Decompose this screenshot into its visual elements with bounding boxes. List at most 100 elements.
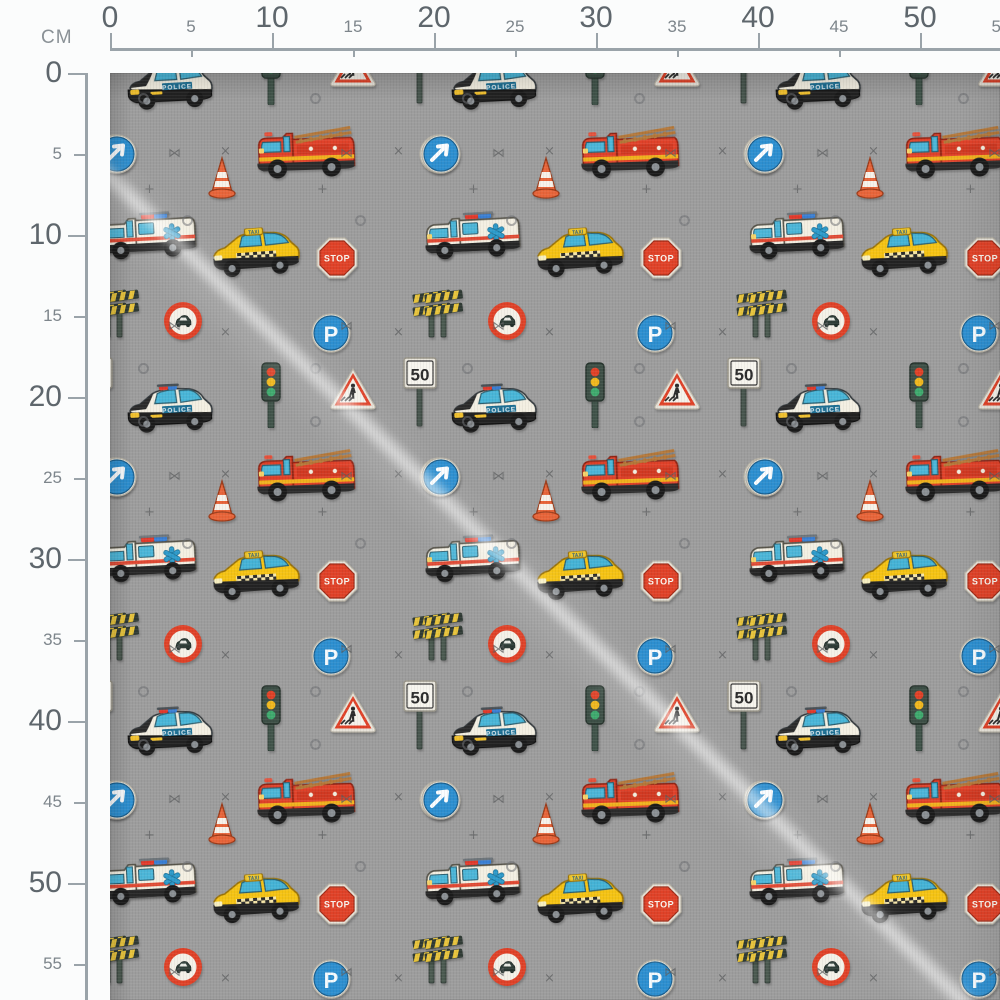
- motif-stop-sign: STOP: [963, 236, 1000, 280]
- motif-fire-truck: [900, 444, 1000, 506]
- filler-mark: +: [468, 505, 479, 520]
- motif-police-car: POLICE: [119, 705, 217, 758]
- horizontal-ruler-axis: [110, 48, 1000, 51]
- motif-pedestrian-crossing-sign: [328, 366, 378, 412]
- filler-mark: ⋈: [340, 792, 353, 807]
- svg-text:50: 50: [735, 689, 754, 708]
- filler-dot: [786, 93, 797, 104]
- ruler-tick-minor: [515, 48, 517, 57]
- filler-mark: ×: [868, 467, 879, 482]
- filler-dot: [138, 686, 149, 697]
- motif-road-barrier: [746, 611, 790, 661]
- motif-police-car: POLICE: [767, 705, 865, 758]
- filler-mark: +: [144, 828, 155, 843]
- filler-mark: ×: [868, 648, 879, 663]
- pattern-tile: POLICE 50: [745, 362, 1000, 719]
- motif-stop-sign: STOP: [963, 882, 1000, 926]
- motif-speed-limit-sign: 50: [402, 73, 438, 105]
- filler-mark: ⋈: [492, 792, 505, 807]
- filler-mark: ⋈: [988, 469, 1000, 484]
- motif-road-barrier: [746, 934, 790, 984]
- motif-traffic-light: [258, 362, 284, 428]
- motif-stop-sign: STOP: [639, 236, 683, 280]
- filler-mark: +: [965, 505, 976, 520]
- filler-dot: [138, 93, 149, 104]
- filler-mark: ⋈: [664, 319, 677, 334]
- filler-mark: ×: [393, 971, 404, 986]
- filler-mark: +: [792, 828, 803, 843]
- filler-dot: [634, 739, 645, 750]
- ruler-tick-major: [596, 33, 598, 50]
- pattern-tile: POLICE 50: [421, 357, 845, 719]
- filler-dot: [462, 363, 473, 374]
- filler-mark: ×: [220, 971, 231, 986]
- motif-pedestrian-crossing-sign: [652, 366, 702, 412]
- motif-road-barrier: [110, 934, 142, 984]
- filler-mark: ×: [220, 467, 231, 482]
- filler-mark: ⋈: [664, 965, 677, 980]
- svg-text:TAXI: TAXI: [896, 229, 908, 236]
- svg-text:STOP: STOP: [972, 900, 998, 910]
- filler-dot: [462, 93, 473, 104]
- filler-mark: ⋈: [816, 146, 829, 161]
- motif-taxi-car: TAXI: [852, 871, 951, 926]
- ruler-tick-major: [110, 33, 112, 50]
- filler-mark: ⋈: [988, 642, 1000, 657]
- motif-traffic-light: [906, 685, 932, 751]
- motif-speed-limit-sign: 50: [402, 679, 438, 751]
- pattern-tile: POLICE 50: [745, 73, 1000, 396]
- filler-dot: [310, 93, 321, 104]
- ruler-label-minor: 15: [43, 306, 62, 325]
- ruler-label-major: 20: [417, 1, 451, 34]
- filler-mark: ⋈: [816, 319, 829, 334]
- ruler-tick-major: [68, 883, 85, 885]
- filler-dot: [958, 686, 969, 697]
- motif-stop-sign: STOP: [963, 559, 1000, 603]
- svg-text:STOP: STOP: [648, 254, 674, 264]
- motif-stop-sign: STOP: [639, 559, 683, 603]
- filler-dot: [830, 538, 841, 549]
- filler-dot: [634, 416, 645, 427]
- filler-mark: ×: [868, 971, 879, 986]
- motif-speed-limit-sign: 50: [726, 679, 762, 751]
- motif-traffic-light: [906, 362, 932, 428]
- motif-police-car: POLICE: [443, 73, 541, 111]
- ruler-label-minor: 35: [667, 17, 687, 36]
- motif-ambulance: [421, 851, 524, 908]
- filler-mark: +: [317, 505, 328, 520]
- motif-police-car: POLICE: [767, 73, 865, 111]
- filler-mark: ⋈: [816, 965, 829, 980]
- motif-police-car: POLICE: [443, 382, 541, 435]
- ruler-label-major: 40: [28, 704, 62, 737]
- filler-mark: +: [468, 828, 479, 843]
- filler-dot: [310, 686, 321, 697]
- motif-blue-arrow-sign: [744, 456, 786, 498]
- svg-text:STOP: STOP: [324, 900, 350, 910]
- ruler-label-minor: 25: [43, 468, 62, 487]
- filler-dot: [355, 861, 366, 872]
- ruler-label-major: 0: [45, 56, 62, 89]
- filler-mark: ⋈: [988, 792, 1000, 807]
- filler-mark: ⋈: [340, 642, 353, 657]
- filler-mark: ×: [717, 790, 728, 805]
- svg-text:P: P: [648, 322, 663, 347]
- ruler-tick-minor: [74, 802, 85, 804]
- motif-blue-arrow-sign: [744, 133, 786, 175]
- filler-mark: ⋈: [664, 792, 677, 807]
- filler-mark: +: [468, 182, 479, 197]
- motif-blue-arrow-sign: [420, 456, 462, 498]
- filler-mark: ×: [868, 144, 879, 159]
- ruler-label-minor: 55: [43, 954, 62, 973]
- svg-text:P: P: [324, 645, 339, 670]
- filler-mark: ⋈: [340, 965, 353, 980]
- motif-fire-truck: [900, 767, 1000, 829]
- ruler-tick-major: [68, 73, 85, 75]
- pattern-tile: POLICE 50: [421, 73, 845, 396]
- motif-blue-arrow-sign: [420, 779, 462, 821]
- motif-police-car: POLICE: [119, 382, 217, 435]
- ruler-tick-minor: [191, 48, 193, 57]
- svg-text:STOP: STOP: [648, 900, 674, 910]
- motif-pedestrian-crossing-sign: [328, 73, 378, 89]
- motif-traffic-light: [906, 73, 932, 105]
- filler-dot: [958, 416, 969, 427]
